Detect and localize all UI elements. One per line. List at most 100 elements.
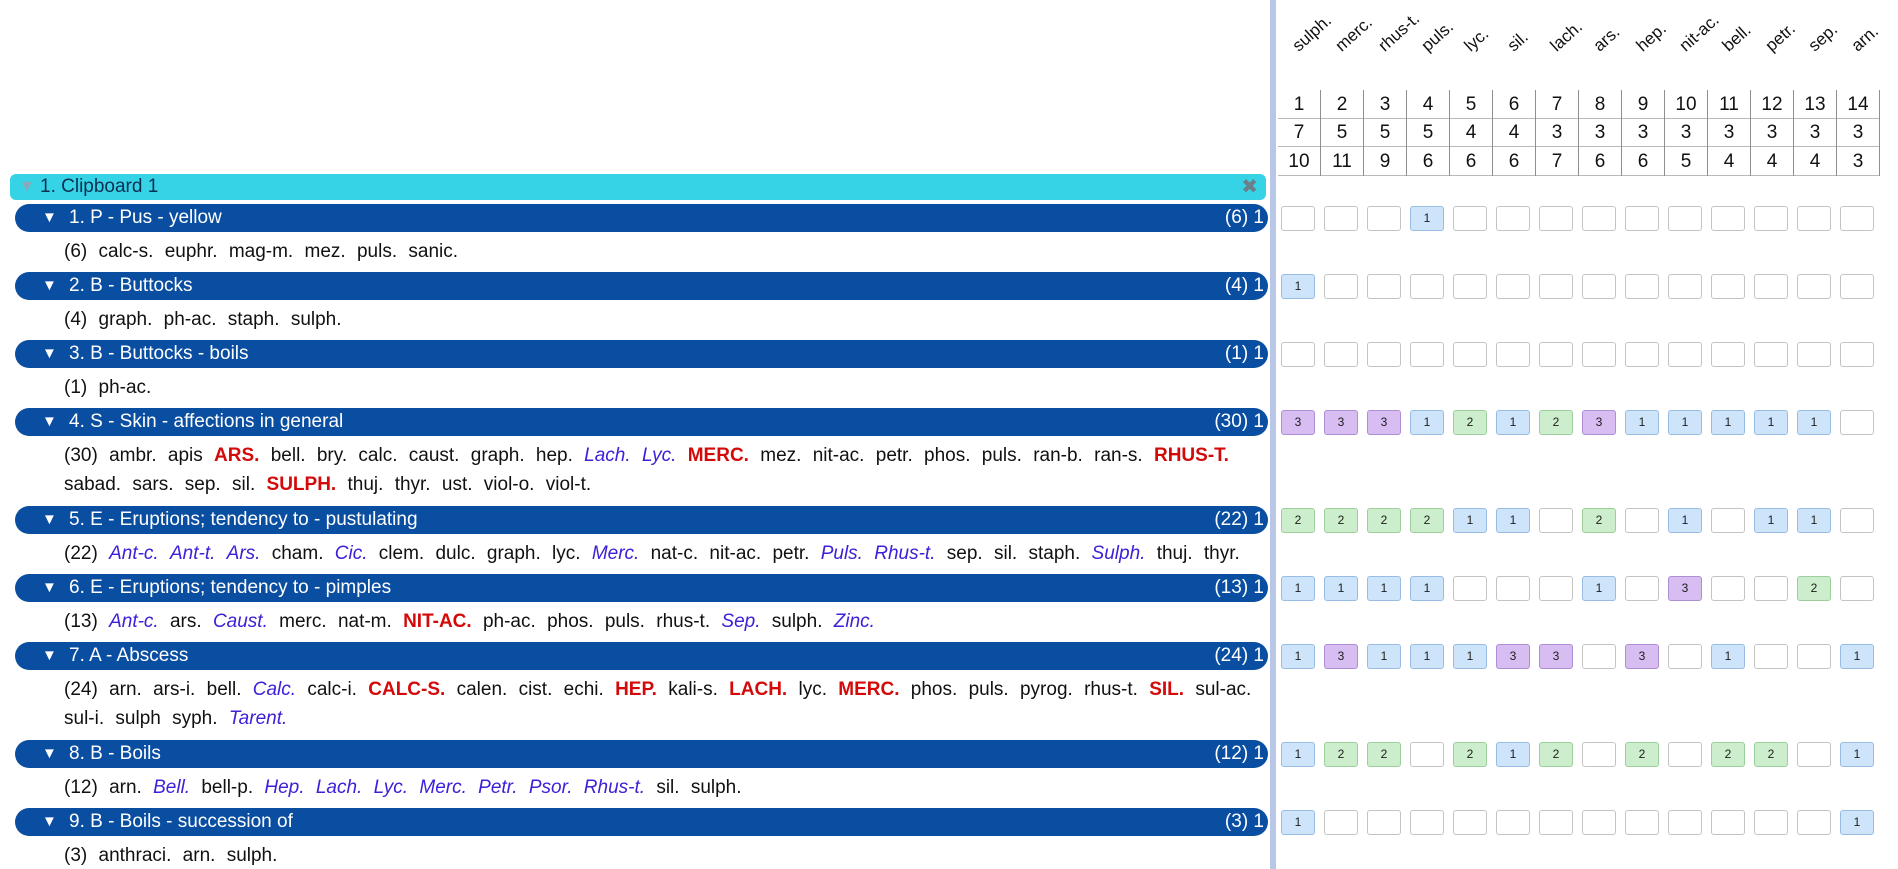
remedy-item[interactable]: calc. bbox=[358, 445, 398, 466]
remedy-item[interactable]: Caust. bbox=[212, 611, 268, 632]
grade-cell[interactable] bbox=[1754, 342, 1788, 367]
grade-cell[interactable]: 1 bbox=[1754, 410, 1788, 435]
grade-cell[interactable]: 1 bbox=[1367, 644, 1401, 669]
remedy-item[interactable]: staph. bbox=[227, 309, 280, 330]
grade-cell[interactable] bbox=[1453, 576, 1487, 601]
remedy-item[interactable]: ust. bbox=[441, 474, 473, 495]
grade-cell[interactable]: 1 bbox=[1840, 742, 1874, 767]
rubric-header[interactable]: ▼ 3. B - Buttocks - boils (1) 1 bbox=[15, 340, 1268, 368]
remedy-item[interactable]: bell. bbox=[206, 679, 242, 700]
collapse-triangle-icon[interactable]: ▼ bbox=[42, 209, 57, 226]
remedy-item[interactable]: apis bbox=[167, 445, 203, 466]
grade-cell[interactable] bbox=[1496, 576, 1530, 601]
remedy-item[interactable]: clem. bbox=[378, 543, 425, 564]
collapse-triangle-icon[interactable]: ▼ bbox=[42, 277, 57, 294]
grade-cell[interactable] bbox=[1711, 508, 1745, 533]
remedy-item[interactable]: bell. bbox=[270, 445, 306, 466]
remedy-item[interactable]: Rhus-t. bbox=[874, 543, 936, 564]
grade-cell[interactable] bbox=[1539, 508, 1573, 533]
grade-cell[interactable] bbox=[1539, 206, 1573, 231]
remedy-item[interactable]: graph. bbox=[470, 445, 525, 466]
remedy-item[interactable]: Lach. bbox=[584, 445, 631, 466]
grade-cell[interactable] bbox=[1496, 342, 1530, 367]
remedy-item[interactable]: sil. bbox=[656, 777, 680, 798]
remedy-item[interactable]: CALC-S. bbox=[368, 679, 446, 700]
grade-cell[interactable]: 1 bbox=[1668, 410, 1702, 435]
grade-cell[interactable] bbox=[1625, 342, 1659, 367]
rubric-header[interactable]: ▼ 9. B - Boils - succession of (3) 1 bbox=[15, 808, 1268, 836]
remedy-item[interactable]: sil. bbox=[232, 474, 256, 495]
grade-cell[interactable] bbox=[1281, 206, 1315, 231]
remedy-item[interactable]: ph-ac. bbox=[163, 309, 217, 330]
grade-cell[interactable] bbox=[1625, 274, 1659, 299]
remedy-item[interactable]: phos. bbox=[924, 445, 971, 466]
remedy-item[interactable]: mag-m. bbox=[228, 241, 294, 262]
grade-cell[interactable] bbox=[1410, 274, 1444, 299]
remedy-item[interactable]: phos. bbox=[910, 679, 958, 700]
grade-cell[interactable] bbox=[1539, 274, 1573, 299]
grade-cell[interactable]: 1 bbox=[1711, 644, 1745, 669]
grade-cell[interactable] bbox=[1840, 576, 1874, 601]
grade-cell[interactable]: 1 bbox=[1281, 576, 1315, 601]
remedy-item[interactable]: Calc. bbox=[252, 679, 297, 700]
remedy-item[interactable]: rhus-t. bbox=[1084, 679, 1138, 700]
remedy-item[interactable]: ran-b. bbox=[1033, 445, 1083, 466]
grade-cell[interactable] bbox=[1582, 274, 1616, 299]
grade-cell[interactable]: 1 bbox=[1410, 576, 1444, 601]
remedy-item[interactable]: thyr. bbox=[1203, 543, 1240, 564]
grade-cell[interactable] bbox=[1410, 810, 1444, 835]
grade-cell[interactable]: 1 bbox=[1410, 410, 1444, 435]
grade-cell[interactable] bbox=[1668, 274, 1702, 299]
grade-cell[interactable] bbox=[1367, 342, 1401, 367]
grade-cell[interactable] bbox=[1711, 342, 1745, 367]
remedy-item[interactable]: nat-m. bbox=[337, 611, 392, 632]
remedy-item[interactable]: sul-i. bbox=[64, 708, 105, 729]
grade-cell[interactable]: 2 bbox=[1539, 410, 1573, 435]
collapse-triangle-icon[interactable]: ▼ bbox=[42, 579, 57, 596]
remedy-column-name[interactable]: ars. bbox=[1589, 22, 1624, 56]
rubric-header[interactable]: ▼ 6. E - Eruptions; tendency to - pimples… bbox=[15, 574, 1268, 602]
grade-cell[interactable]: 3 bbox=[1539, 644, 1573, 669]
grade-cell[interactable]: 1 bbox=[1281, 742, 1315, 767]
grade-cell[interactable] bbox=[1582, 810, 1616, 835]
remedy-column-name[interactable]: lach. bbox=[1546, 17, 1587, 56]
grade-cell[interactable] bbox=[1711, 576, 1745, 601]
grade-cell[interactable]: 1 bbox=[1496, 508, 1530, 533]
remedy-column-name[interactable]: hep. bbox=[1632, 18, 1670, 56]
grade-cell[interactable] bbox=[1668, 810, 1702, 835]
grade-cell[interactable]: 1 bbox=[1797, 410, 1831, 435]
remedy-item[interactable]: nit-ac. bbox=[812, 445, 865, 466]
clipboard-header[interactable]: ▼ 1. Clipboard 1 ✖ bbox=[10, 174, 1266, 200]
remedy-item[interactable]: Zinc. bbox=[833, 611, 875, 632]
grade-cell[interactable]: 2 bbox=[1711, 742, 1745, 767]
grade-cell[interactable] bbox=[1582, 342, 1616, 367]
remedy-item[interactable]: Hep. bbox=[264, 777, 305, 798]
remedy-item[interactable]: Ant-t. bbox=[169, 543, 216, 564]
remedy-item[interactable]: Rhus-t. bbox=[583, 777, 646, 798]
grade-cell[interactable]: 1 bbox=[1711, 410, 1745, 435]
remedy-item[interactable]: cham. bbox=[271, 543, 324, 564]
remedy-column-name[interactable]: lyc. bbox=[1460, 24, 1493, 56]
grade-cell[interactable]: 2 bbox=[1797, 576, 1831, 601]
grade-cell[interactable]: 2 bbox=[1324, 742, 1358, 767]
remedy-item[interactable]: calen. bbox=[456, 679, 508, 700]
remedy-item[interactable]: thyr. bbox=[394, 474, 431, 495]
grade-cell[interactable] bbox=[1840, 206, 1874, 231]
grade-cell[interactable]: 2 bbox=[1453, 410, 1487, 435]
grade-cell[interactable]: 2 bbox=[1754, 742, 1788, 767]
remedy-item[interactable]: arn. bbox=[109, 679, 142, 700]
remedy-item[interactable]: Psor. bbox=[528, 777, 573, 798]
grade-cell[interactable] bbox=[1625, 206, 1659, 231]
remedy-item[interactable]: Bell. bbox=[153, 777, 191, 798]
remedy-item[interactable]: Petr. bbox=[478, 777, 518, 798]
remedy-column-name[interactable]: sulph. bbox=[1288, 10, 1336, 56]
grade-cell[interactable]: 1 bbox=[1496, 410, 1530, 435]
collapse-triangle-icon[interactable]: ▼ bbox=[42, 813, 57, 830]
remedy-item[interactable]: ph-ac. bbox=[98, 377, 152, 398]
remedy-item[interactable]: sul-ac. bbox=[1195, 679, 1252, 700]
grade-cell[interactable] bbox=[1539, 342, 1573, 367]
rubric-header[interactable]: ▼ 4. S - Skin - affections in general (30)… bbox=[15, 408, 1268, 436]
remedy-item[interactable]: SULPH. bbox=[266, 474, 337, 495]
grade-cell[interactable] bbox=[1625, 576, 1659, 601]
rubric-header[interactable]: ▼ 1. P - Pus - yellow (6) 1 bbox=[15, 204, 1268, 232]
